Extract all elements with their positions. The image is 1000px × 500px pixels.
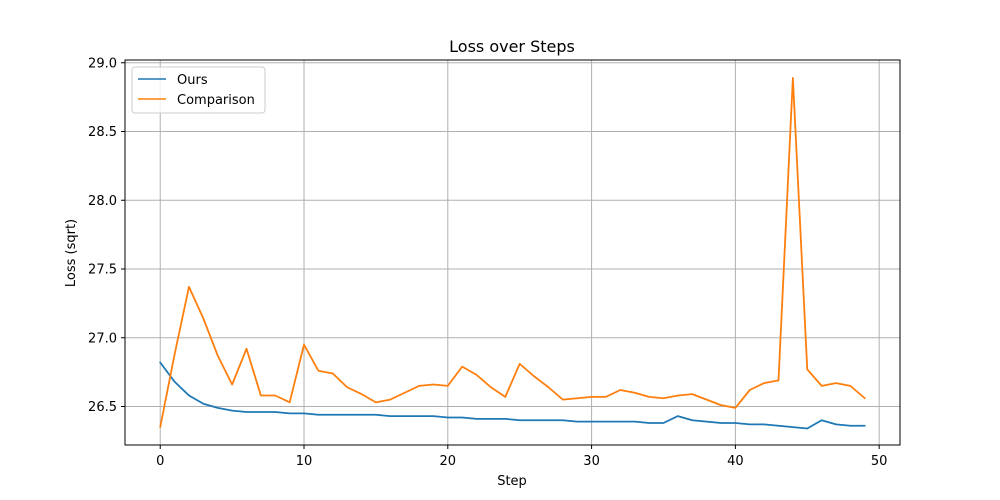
axis-ticks: 0 10 20 30 40 50 26.5 27.0 27.5 28.0 28.5 29.0 xyxy=(88,56,887,469)
y-tick-label: 27.5 xyxy=(88,263,117,278)
x-tick-label: 10 xyxy=(296,454,313,469)
x-axis-label: Step xyxy=(497,474,527,489)
y-tick-label: 29.0 xyxy=(88,56,117,71)
x-tick-label: 40 xyxy=(727,454,744,469)
legend: Ours Comparison xyxy=(131,66,266,114)
y-tick-label: 28.5 xyxy=(88,125,117,140)
data-series xyxy=(159,76,866,430)
legend-label-ours: Ours xyxy=(177,73,208,88)
grid-lines xyxy=(125,60,900,445)
x-tick-label: 0 xyxy=(156,454,164,469)
y-axis-label: Loss (sqrt) xyxy=(64,219,79,287)
y-tick-label: 28.0 xyxy=(88,194,117,209)
chart-title: Loss over Steps xyxy=(449,37,575,56)
y-tick-label: 26.5 xyxy=(88,400,117,415)
x-tick-label: 50 xyxy=(871,454,888,469)
x-tick-label: 20 xyxy=(440,454,457,469)
series-line-comparison xyxy=(159,76,866,429)
y-tick-label: 27.0 xyxy=(88,331,117,346)
legend-label-comparison: Comparison xyxy=(177,93,255,108)
x-tick-label: 30 xyxy=(583,454,600,469)
series-line-ours xyxy=(159,361,866,430)
plot-frame xyxy=(124,59,901,446)
